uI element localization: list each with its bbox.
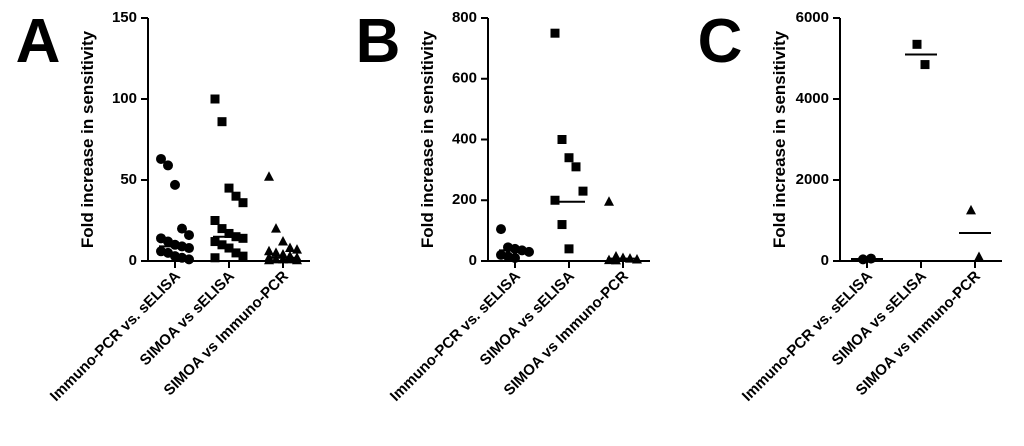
data-point xyxy=(224,228,234,238)
data-point xyxy=(210,237,220,247)
data-point xyxy=(278,249,288,259)
y-tick-label: 0 xyxy=(129,252,137,269)
data-point xyxy=(217,240,227,250)
data-point xyxy=(238,233,248,243)
data-point xyxy=(238,251,248,261)
data-point xyxy=(271,247,281,257)
y-tick-label: 100 xyxy=(112,90,137,107)
panel-label: B xyxy=(356,7,401,76)
data-point xyxy=(238,198,248,208)
data-point xyxy=(177,223,187,234)
data-point xyxy=(217,224,227,234)
x-tick-label: SIMOA vs sELISA xyxy=(137,268,238,369)
y-axis-label: Fold increase in sensitivity xyxy=(78,30,97,248)
data-point xyxy=(264,254,274,265)
data-point xyxy=(611,254,621,265)
data-point xyxy=(264,171,274,181)
y-tick-label: 150 xyxy=(112,9,137,26)
data-point xyxy=(210,94,220,104)
y-tick-label: 4000 xyxy=(796,90,829,107)
data-point xyxy=(224,243,234,253)
data-point xyxy=(156,153,166,164)
y-tick-label: 50 xyxy=(120,171,137,188)
panel-label: A xyxy=(16,7,61,76)
y-tick-label: 0 xyxy=(821,252,829,269)
data-point xyxy=(184,243,194,254)
data-point xyxy=(578,186,588,196)
data-point xyxy=(292,254,302,265)
data-point xyxy=(557,135,567,144)
y-tick-label: 400 xyxy=(452,130,477,147)
data-point xyxy=(163,160,173,171)
data-point xyxy=(550,28,560,38)
data-point xyxy=(920,60,930,70)
y-tick-label: 800 xyxy=(452,9,477,26)
x-tick-label: SIMOA vs sELISA xyxy=(829,268,930,369)
data-point xyxy=(571,162,581,172)
data-point xyxy=(292,244,302,254)
data-point xyxy=(496,224,506,235)
y-tick-label: 6000 xyxy=(796,9,829,26)
data-point xyxy=(210,216,220,225)
data-point xyxy=(231,248,241,258)
y-tick-label: 200 xyxy=(452,191,477,208)
y-axis-label: Fold increase in sensitivity xyxy=(770,30,789,248)
y-tick-label: 2000 xyxy=(796,171,829,188)
data-point xyxy=(974,251,984,261)
data-point xyxy=(564,153,574,163)
data-point xyxy=(550,195,560,205)
data-point xyxy=(912,39,922,49)
data-point xyxy=(224,183,234,193)
data-point xyxy=(217,117,227,127)
data-point xyxy=(278,236,288,246)
y-tick-label: 0 xyxy=(469,252,477,269)
data-point xyxy=(231,191,241,201)
x-tick-label: SIMOA vs sELISA xyxy=(477,268,578,369)
panel-label: C xyxy=(698,7,743,76)
data-point xyxy=(184,230,194,241)
data-point xyxy=(510,252,520,263)
y-tick-label: 600 xyxy=(452,70,477,87)
data-point xyxy=(264,245,274,256)
data-point xyxy=(170,179,180,190)
data-point xyxy=(966,204,976,215)
data-point xyxy=(271,223,281,233)
y-axis-label: Fold increase in sensitivity xyxy=(418,30,437,248)
data-point xyxy=(604,196,614,206)
data-point xyxy=(184,254,194,265)
data-point xyxy=(285,242,295,253)
data-point xyxy=(524,246,534,257)
data-point xyxy=(210,253,220,263)
data-point xyxy=(618,252,628,262)
data-point xyxy=(564,244,574,254)
data-point xyxy=(557,220,567,230)
